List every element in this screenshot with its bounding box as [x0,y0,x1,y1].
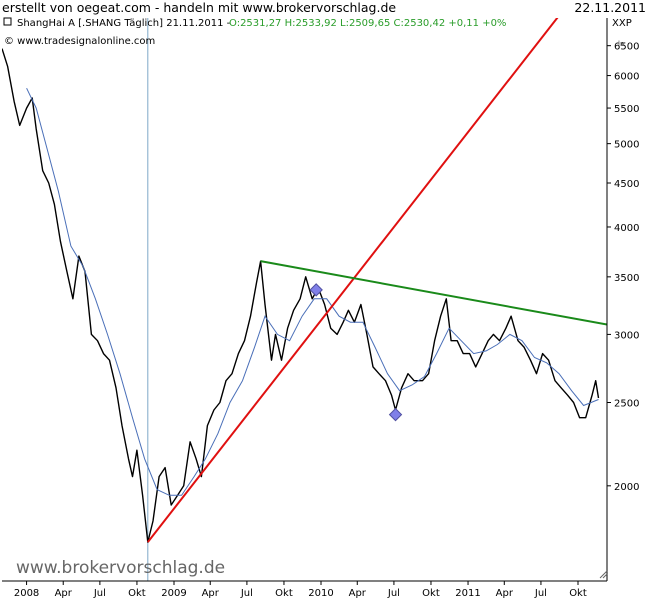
x-tick-label: Okt [569,588,587,599]
resistance-trend-line [260,260,607,326]
chart-header-date: 22.11.2011 [574,0,646,15]
support-trend-line [147,18,559,543]
resize-grip-icon[interactable] [599,570,608,579]
x-tick-label: Okt [128,588,146,599]
x-tick-label: Apr [55,588,73,599]
collapse-box-icon[interactable] [3,17,12,26]
y-tick-label: 5000 [614,140,639,151]
x-axis: 2008 Apr Jul Okt 2009 Apr Jul Okt 2010 Apr Jul Okt 2… [2,580,607,599]
y-tick-label: 6000 [614,72,639,83]
y-axis: 2000 2500 3000 3500 4000 4500 5000 5500 6000 6500 [606,18,639,581]
y-tick-label: 3000 [614,330,639,341]
exchange-label: XXP [612,18,632,29]
watermark-text: www.brokervorschlag.de [16,558,225,578]
moving-average-line [26,87,599,496]
plot-area [2,18,607,581]
x-tick-label: Jul [93,588,106,599]
x-tick-label: Jul [534,588,547,599]
x-tick-label: Okt [275,588,293,599]
x-tick-label: Apr [496,588,514,599]
y-tick-label: 2000 [614,482,639,493]
y-tick-label: 4000 [614,223,639,234]
chart-header-title: erstellt von oegeat.com - handeln mit ww… [2,0,397,15]
x-tick-label: Jul [387,588,400,599]
plot-layer [2,18,607,581]
x-tick-label: Apr [349,588,367,599]
x-tick-label: Okt [422,588,440,599]
y-tick-label: 4500 [614,179,639,190]
copyright-text: © www.tradesignalonline.com [4,36,155,47]
x-tick-label: Jul [240,588,253,599]
signal-diamond-marker [309,283,323,297]
price-series-line [2,48,600,543]
y-tick-label: 5500 [614,104,639,115]
x-tick-label: Apr [202,588,220,599]
signal-diamond-marker [388,407,403,422]
y-tick-label: 6500 [614,42,639,53]
y-tick-label: 3500 [614,273,639,284]
symbol-name: ShangHai A [.SHANG Täglich] 21.11.2011 - [17,18,231,29]
x-tick-label: 2010 [308,588,333,599]
corner-mark-icon: ln [618,40,624,48]
symbol-quote: O:2531,27 H:2533,92 L:2509,65 C:2530,42 … [229,18,506,29]
y-tick-label: 2500 [614,398,639,409]
x-tick-label: 2009 [161,588,186,599]
x-tick-label: 2008 [14,588,39,599]
x-tick-label: 2011 [455,588,480,599]
